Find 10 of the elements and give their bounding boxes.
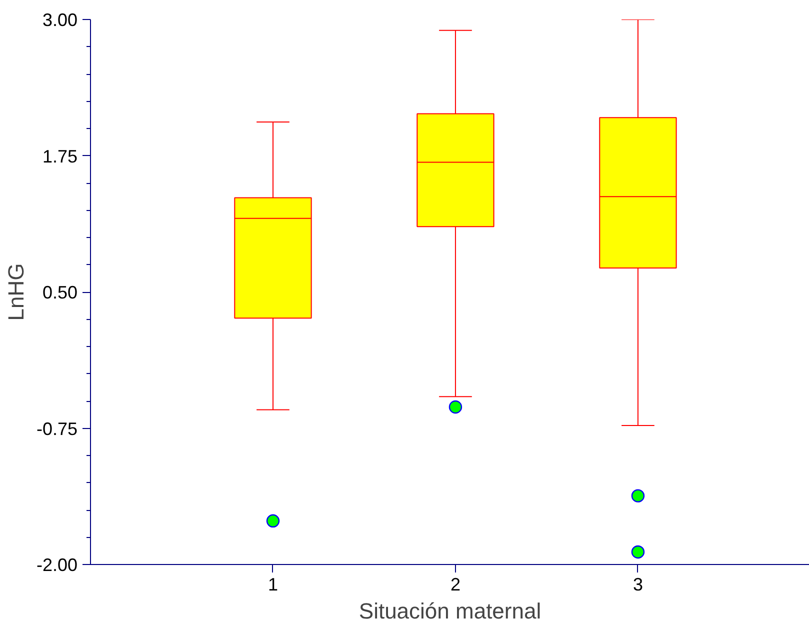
x-axis-title: Situación maternal [358,598,542,624]
x-tick-label: 3 [632,574,643,594]
x-tick-label: 1 [268,574,278,594]
y-tick-label: 1.75 [42,146,78,166]
y-tick-label: -0.75 [36,418,78,439]
y-tick-label: -2.00 [36,555,78,575]
y-axis-title: LnHG [3,263,28,321]
y-tick-label: 3.00 [42,10,78,30]
x-tick-label: 2 [450,574,460,594]
y-tick-label: 0.50 [42,282,78,302]
